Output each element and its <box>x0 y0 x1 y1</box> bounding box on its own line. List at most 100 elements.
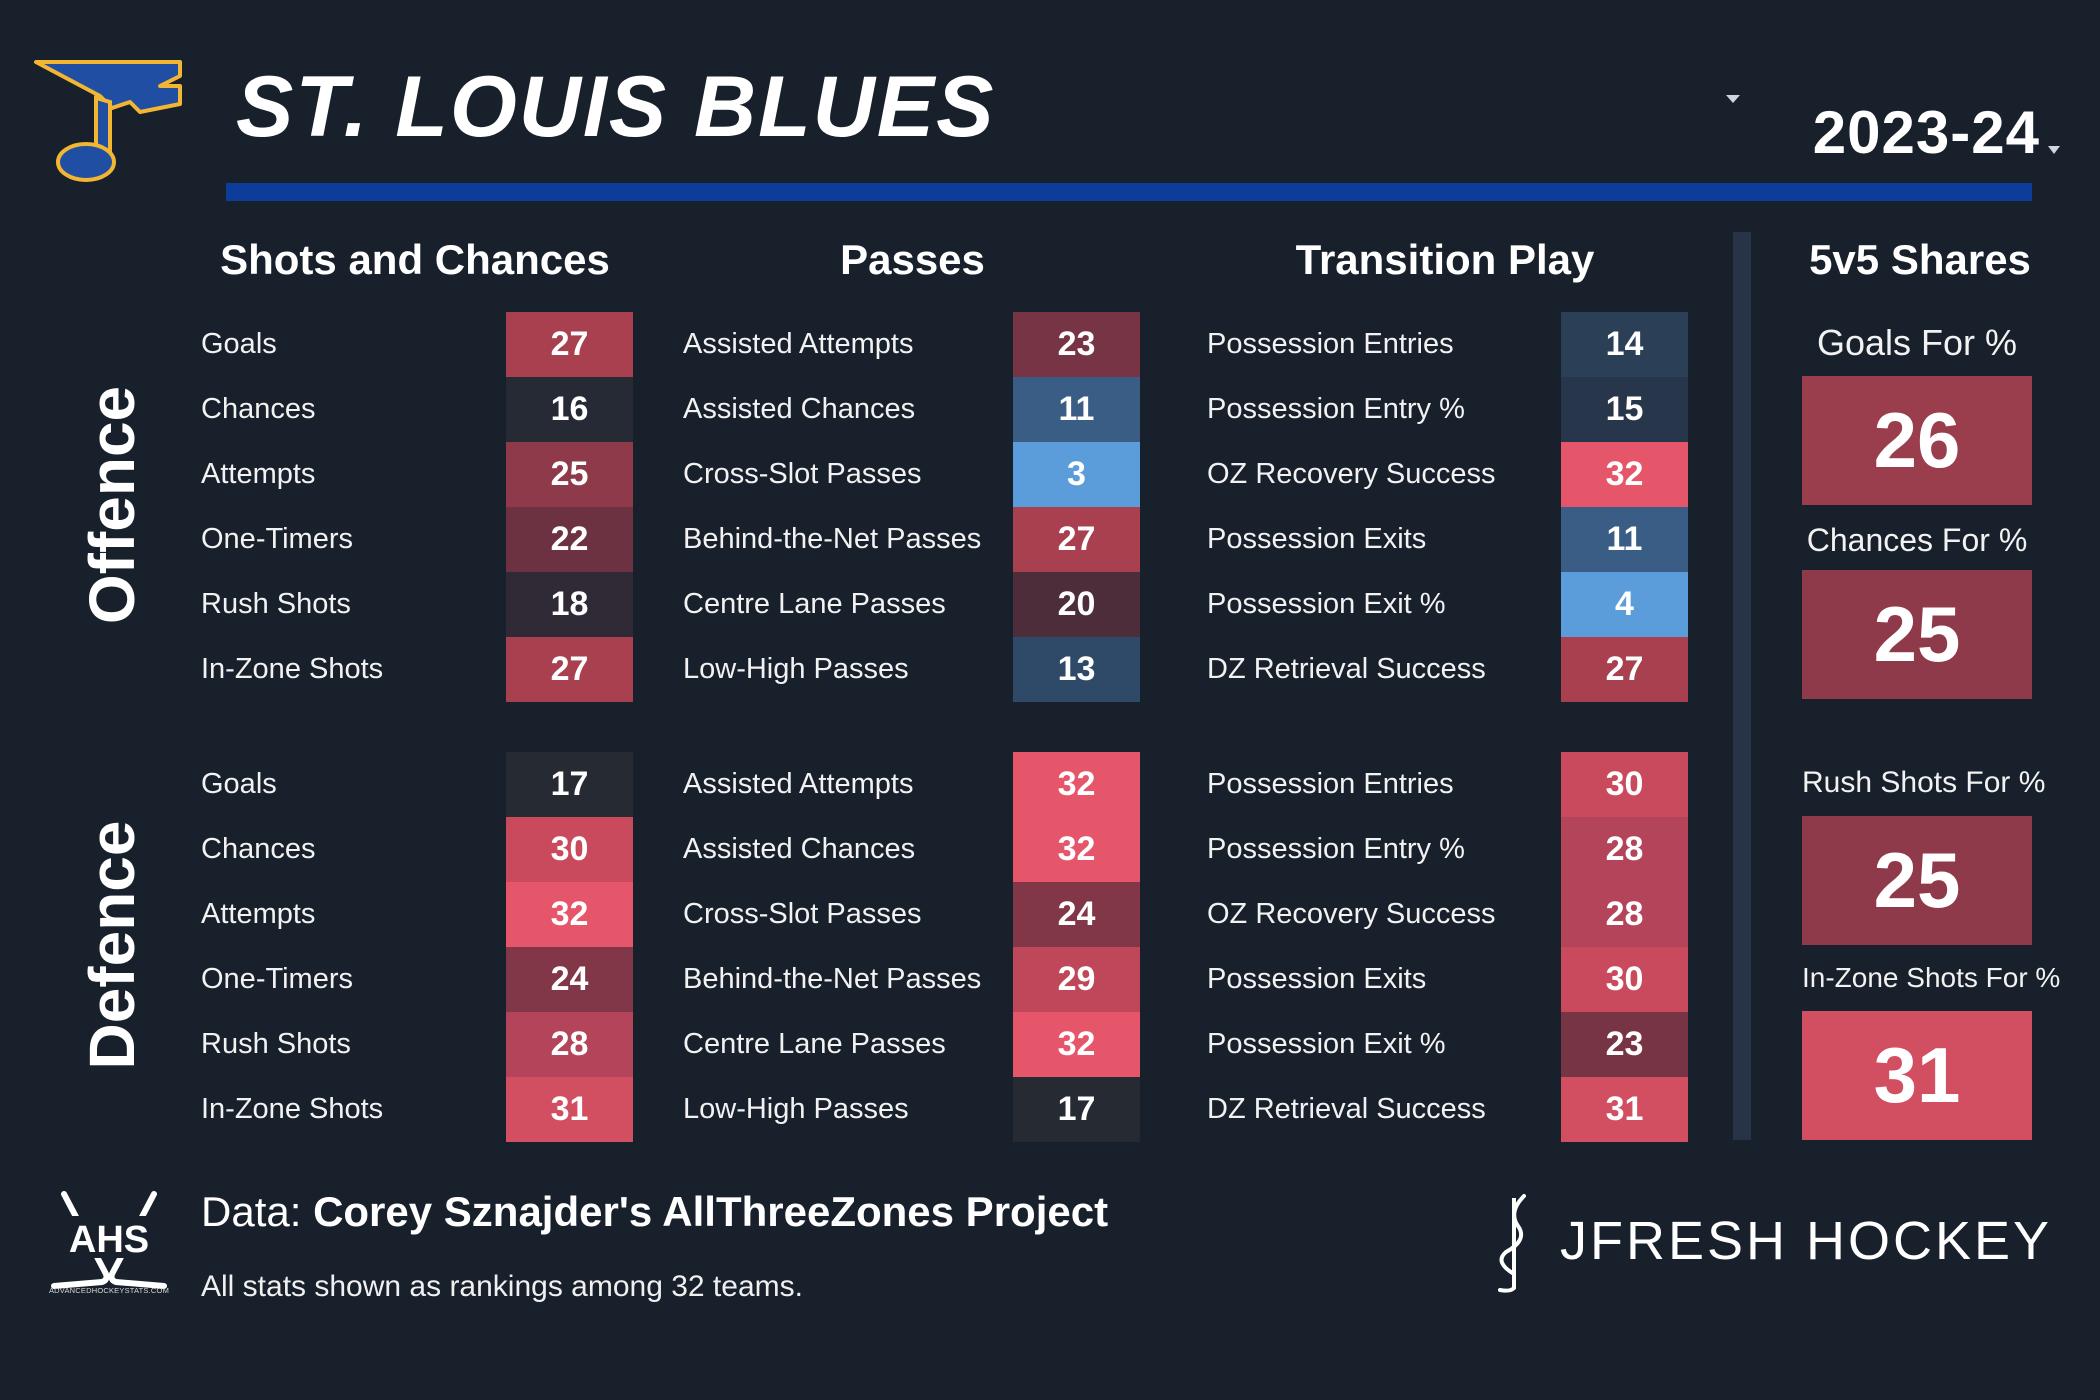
defence-passes-label: Behind-the-Net Passes <box>683 963 982 995</box>
share-rank-cell: 25 <box>1802 816 2032 945</box>
defence-shots-label: Goals <box>201 768 277 800</box>
ahs-site-label: ADVANCEDHOCKEYSTATS.COM <box>48 1286 170 1295</box>
offence-passes-label: Cross-Slot Passes <box>683 458 922 490</box>
offence-shots-label: Chances <box>201 393 316 425</box>
offence-passes-rank-cell: 27 <box>1013 507 1140 572</box>
offence-passes-rank-cell: 13 <box>1013 637 1140 702</box>
offence-passes-label: Assisted Attempts <box>683 328 914 360</box>
ahs-logo-text: AHS <box>69 1219 149 1261</box>
defence-shots-label: Attempts <box>201 898 316 930</box>
section-label-defence: Defence <box>76 820 148 1070</box>
defence-transition-label: OZ Recovery Success <box>1207 898 1496 930</box>
defence-shots-rank-cell: 24 <box>506 947 633 1012</box>
defence-passes-rank-cell: 29 <box>1013 947 1140 1012</box>
share-label: Rush Shots For % <box>1802 766 2046 799</box>
defence-transition-rank-cell: 23 <box>1561 1012 1688 1077</box>
offence-shots-rank-cell: 27 <box>506 637 633 702</box>
season-dropdown-chevron-icon[interactable] <box>2046 144 2062 156</box>
defence-transition-rank-cell: 31 <box>1561 1077 1688 1142</box>
offence-passes-label: Assisted Chances <box>683 393 916 425</box>
defence-transition-label: DZ Retrieval Success <box>1207 1093 1486 1125</box>
offence-transition-rank-cell: 11 <box>1561 507 1688 572</box>
jfresh-hockey-logo-icon <box>1498 1194 1526 1293</box>
defence-shots-rank-cell: 32 <box>506 882 633 947</box>
section-label-offence: Offence <box>76 385 148 625</box>
team-name: ST. LOUIS BLUES <box>236 59 996 155</box>
offence-passes-rank-cell: 20 <box>1013 572 1140 637</box>
offence-shots-label: Attempts <box>201 458 316 490</box>
share-rank-cell: 25 <box>1802 570 2032 699</box>
data-source-name: Corey Sznajder's AllThreeZones Project <box>313 1188 1109 1235</box>
defence-passes-label: Assisted Attempts <box>683 768 914 800</box>
offence-shots-rank-cell: 25 <box>506 442 633 507</box>
defence-shots-label: Rush Shots <box>201 1028 351 1060</box>
defence-transition-rank-cell: 28 <box>1561 817 1688 882</box>
offence-transition-label: Possession Exits <box>1207 523 1427 555</box>
defence-passes-label: Cross-Slot Passes <box>683 898 922 930</box>
column-divider <box>1733 232 1751 1140</box>
ahs-logo-icon: AHS <box>51 1191 167 1289</box>
offence-transition-rank-cell: 32 <box>1561 442 1688 507</box>
column-heading-transition: Transition Play <box>1295 236 1595 283</box>
offence-shots-label: One-Timers <box>201 523 353 555</box>
defence-passes-label: Low-High Passes <box>683 1093 909 1125</box>
share-label: In-Zone Shots For % <box>1802 962 2061 993</box>
offence-transition-label: Possession Entries <box>1207 328 1454 360</box>
offence-transition-rank-cell: 27 <box>1561 637 1688 702</box>
data-source: Data: Corey Sznajder's AllThreeZones Pro… <box>201 1188 1108 1236</box>
data-source-prefix: Data: <box>201 1188 314 1235</box>
column-heading-shares: 5v5 Shares <box>1809 236 2031 283</box>
offence-transition-label: Possession Entry % <box>1207 393 1465 425</box>
defence-shots-label: In-Zone Shots <box>201 1093 384 1125</box>
offence-passes-label: Centre Lane Passes <box>683 588 946 620</box>
defence-transition-label: Possession Exit % <box>1207 1028 1446 1060</box>
offence-passes-rank-cell: 3 <box>1013 442 1140 507</box>
share-rank-cell: 31 <box>1802 1011 2032 1140</box>
defence-passes-rank-cell: 32 <box>1013 752 1140 817</box>
column-heading-passes: Passes <box>840 236 985 283</box>
defence-transition-rank-cell: 30 <box>1561 752 1688 817</box>
defence-passes-label: Centre Lane Passes <box>683 1028 946 1060</box>
defence-transition-label: Possession Exits <box>1207 963 1427 995</box>
offence-transition-rank-cell: 15 <box>1561 377 1688 442</box>
offence-shots-rank-cell: 18 <box>506 572 633 637</box>
offence-passes-rank-cell: 23 <box>1013 312 1140 377</box>
header-accent-bar <box>226 183 2032 201</box>
offence-passes-rank-cell: 11 <box>1013 377 1140 442</box>
defence-passes-rank-cell: 32 <box>1013 817 1140 882</box>
offence-transition-label: OZ Recovery Success <box>1207 458 1496 490</box>
share-rank-cell: 26 <box>1802 376 2032 505</box>
offence-transition-label: DZ Retrieval Success <box>1207 653 1486 685</box>
offence-shots-label: In-Zone Shots <box>201 653 384 685</box>
defence-shots-rank-cell: 30 <box>506 817 633 882</box>
offence-shots-rank-cell: 27 <box>506 312 633 377</box>
column-heading-shots: Shots and Chances <box>220 236 610 283</box>
defence-passes-label: Assisted Chances <box>683 833 916 865</box>
defence-shots-label: One-Timers <box>201 963 353 995</box>
rankings-footnote: All stats shown as rankings among 32 tea… <box>201 1270 803 1303</box>
offence-shots-label: Goals <box>201 328 277 360</box>
offence-shots-label: Rush Shots <box>201 588 351 620</box>
defence-passes-rank-cell: 24 <box>1013 882 1140 947</box>
team-dropdown-chevron-icon[interactable] <box>1724 92 1742 106</box>
defence-shots-label: Chances <box>201 833 316 865</box>
blues-logo-icon <box>34 60 182 182</box>
season-selector[interactable]: 2023-24 <box>1812 99 2040 166</box>
offence-transition-rank-cell: 4 <box>1561 572 1688 637</box>
offence-shots-rank-cell: 16 <box>506 377 633 442</box>
defence-shots-rank-cell: 31 <box>506 1077 633 1142</box>
offence-transition-label: Possession Exit % <box>1207 588 1446 620</box>
defence-transition-rank-cell: 28 <box>1561 882 1688 947</box>
defence-transition-rank-cell: 30 <box>1561 947 1688 1012</box>
defence-shots-rank-cell: 17 <box>506 752 633 817</box>
offence-passes-label: Low-High Passes <box>683 653 909 685</box>
defence-transition-label: Possession Entries <box>1207 768 1454 800</box>
defence-shots-rank-cell: 28 <box>506 1012 633 1077</box>
offence-passes-label: Behind-the-Net Passes <box>683 523 982 555</box>
offence-shots-rank-cell: 22 <box>506 507 633 572</box>
share-label: Chances For % <box>1806 522 2028 558</box>
offence-transition-rank-cell: 14 <box>1561 312 1688 377</box>
defence-transition-label: Possession Entry % <box>1207 833 1465 865</box>
defence-passes-rank-cell: 32 <box>1013 1012 1140 1077</box>
defence-passes-rank-cell: 17 <box>1013 1077 1140 1142</box>
